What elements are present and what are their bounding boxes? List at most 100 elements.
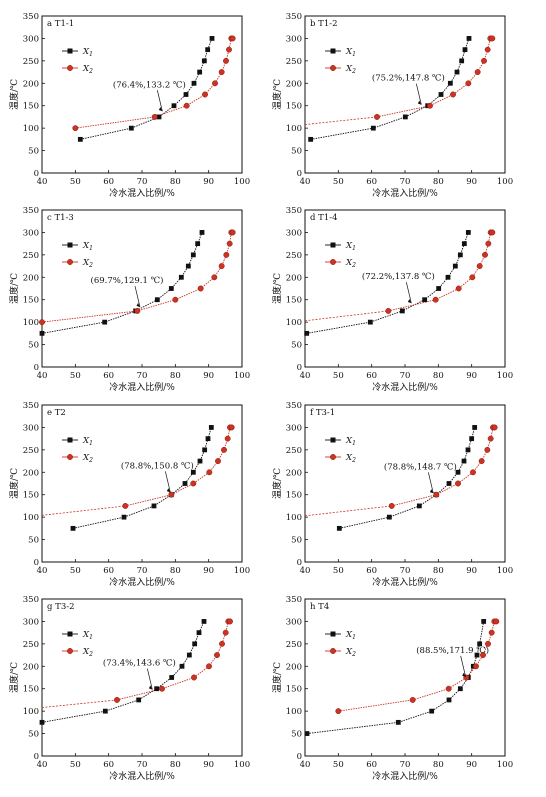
x1-point [474, 652, 480, 658]
x-tick-label: 50 [333, 566, 344, 576]
x1-point [304, 330, 310, 336]
y-tick-label: 0 [297, 558, 302, 568]
x1-point [436, 286, 442, 291]
x1-point [399, 308, 405, 314]
x1-point [185, 263, 191, 269]
x1-point [183, 92, 189, 97]
legend-x1-marker [67, 437, 73, 443]
x1-point [197, 458, 203, 464]
panel-title: b T1-2 [310, 19, 338, 29]
x1-point [465, 447, 471, 453]
x2-point [484, 46, 491, 53]
annotation-arrowhead [417, 100, 422, 105]
y-tick-label: 150 [23, 296, 39, 306]
x-tick-label: 80 [170, 371, 181, 381]
x2-point [388, 502, 395, 509]
x1-point [205, 47, 211, 53]
x-tick-label: 90 [203, 566, 214, 576]
x-tick-label: 80 [170, 760, 181, 770]
x1-point [416, 503, 422, 509]
x2-point [480, 652, 486, 659]
intersection-annotation: (69.7%,129.1 ℃) [91, 275, 164, 286]
panel-title: a T1-1 [47, 19, 74, 29]
x-tick-label: 70 [137, 760, 148, 770]
x-tick-label: 40 [300, 760, 311, 770]
x1-point [465, 230, 471, 235]
x-axis-label: 冷水混入比例/% [372, 770, 438, 782]
legend-x2-label: X2 [82, 647, 93, 658]
annotation-arrow [134, 286, 141, 308]
x1-point [186, 652, 192, 658]
x-tick-label: 80 [170, 177, 181, 187]
x1-point [459, 58, 465, 64]
x-tick-label: 80 [433, 177, 444, 187]
x1-point [190, 252, 196, 258]
plot-frame [41, 209, 243, 368]
x-tick-label: 60 [103, 760, 114, 770]
y-tick-label: 300 [23, 34, 39, 44]
x2-point [215, 458, 221, 465]
x-tick-label: 50 [70, 760, 81, 770]
x2-point [485, 240, 492, 247]
x2-point [227, 618, 233, 625]
x2-dashed-extension [304, 505, 392, 517]
y-tick-label: 300 [286, 617, 302, 627]
annotation-arrowhead [429, 489, 434, 494]
x-tick-label: 100 [234, 760, 250, 770]
y-tick-label: 100 [23, 318, 39, 328]
x-axis-label: 冷水混入比例/% [372, 576, 438, 588]
annotation-arrow [427, 472, 434, 494]
x-tick-label: 50 [70, 566, 81, 576]
x2-dashed-extension [304, 310, 389, 322]
chart-panel-1: 40 50 60 70 80 90 100 0 50 100 150 200 250 300 350 冷水混入… [8, 12, 250, 199]
series-x1-line [339, 427, 476, 529]
x2-point [222, 629, 229, 636]
x1-point [77, 136, 83, 142]
x2-dashed-extension [304, 116, 378, 125]
x1-point [197, 69, 203, 75]
y-tick-label: 200 [286, 662, 302, 672]
x1-point [308, 136, 314, 142]
x-tick-label: 60 [366, 371, 377, 381]
x2-point [114, 696, 120, 703]
y-tick-label: 150 [23, 491, 39, 501]
y-tick-label: 250 [23, 57, 39, 67]
intersection-annotation: (73.4%,143.6 ℃) [103, 658, 176, 669]
legend-x1-label: X1 [82, 241, 93, 252]
intersection-annotation: (78.8%,148.7 ℃) [384, 461, 457, 472]
x-tick-label: 70 [400, 177, 411, 187]
y-axis-label: 温度/℃ [8, 273, 20, 304]
y-tick-label: 200 [23, 468, 39, 478]
x-tick-label: 100 [497, 566, 513, 576]
series-x1-line [72, 427, 212, 529]
x1-point [121, 514, 127, 520]
x2-point [218, 69, 225, 76]
x2-dashed-extension [41, 505, 126, 516]
x-axis-label: 冷水混入比例/% [372, 187, 438, 199]
x1-point [455, 469, 461, 475]
x1-point [201, 619, 207, 624]
x2-point [190, 480, 197, 487]
x2-point [427, 102, 433, 109]
x1-point [195, 241, 201, 247]
x2-point [214, 652, 220, 659]
x2-point [202, 91, 208, 98]
intersection-annotation: (72.2%,137.8 ℃) [362, 271, 435, 282]
x2-point [229, 229, 236, 236]
x-tick-label: 90 [466, 371, 477, 381]
plot-frame [304, 15, 506, 174]
legend-x2-marker [67, 259, 73, 265]
y-tick-label: 100 [23, 124, 39, 134]
x2-point [385, 307, 392, 314]
legend-x2-marker [67, 65, 73, 71]
x1-point [336, 525, 342, 531]
annotation-arrow [405, 282, 412, 304]
legend-x1-marker [330, 437, 336, 443]
chart-panel-7: 40 50 60 70 80 90 100 0 50 100 150 200 250 300 350 冷水混入… [8, 595, 250, 782]
x-tick-label: 40 [300, 566, 311, 576]
x-tick-label: 60 [103, 177, 114, 187]
x1-point [179, 663, 185, 669]
x2-point [197, 285, 204, 292]
intersection-annotation: (75.2%,147.8 ℃) [372, 73, 445, 84]
y-tick-label: 200 [286, 468, 302, 478]
